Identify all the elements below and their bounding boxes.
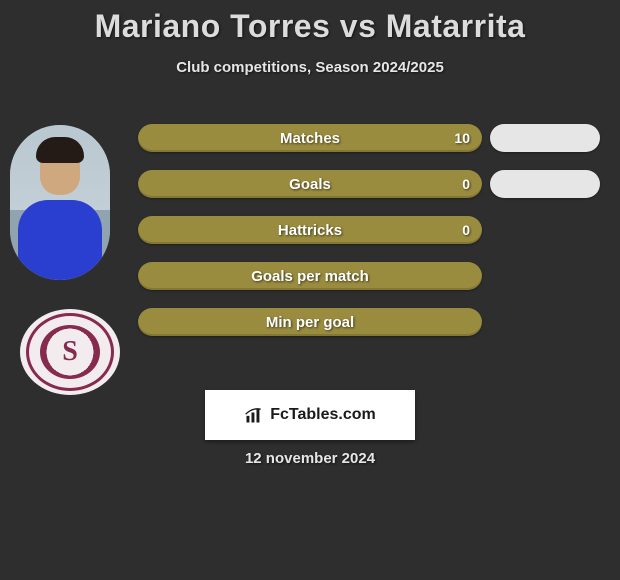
stat-label: Goals per match <box>138 262 482 290</box>
club-badge: S <box>20 309 120 395</box>
stat-label: Min per goal <box>138 308 482 336</box>
stat-bar: Matches 10 <box>138 124 482 152</box>
date-text: 12 november 2024 <box>0 450 620 467</box>
stat-bars-left: Matches 10 Goals 0 Hattricks 0 Goals per… <box>138 124 482 354</box>
player-photo <box>10 125 110 280</box>
stat-pill <box>490 170 600 198</box>
stat-value: 0 <box>462 216 470 244</box>
stat-label: Goals <box>138 170 482 198</box>
stat-bar: Hattricks 0 <box>138 216 482 244</box>
attribution-text: FcTables.com <box>270 406 376 424</box>
stat-bars-right <box>490 124 600 216</box>
stat-pill <box>490 124 600 152</box>
stat-bar: Goals per match <box>138 262 482 290</box>
chart-icon <box>244 405 264 425</box>
page-title: Mariano Torres vs Matarrita <box>0 0 620 45</box>
attribution-badge: FcTables.com <box>205 390 415 440</box>
stat-label: Hattricks <box>138 216 482 244</box>
stat-bar: Goals 0 <box>138 170 482 198</box>
stat-bar: Min per goal <box>138 308 482 336</box>
stat-value: 0 <box>462 170 470 198</box>
comparison-card: Mariano Torres vs Matarrita Club competi… <box>0 0 620 580</box>
stat-value: 10 <box>454 124 470 152</box>
club-badge-letter: S <box>62 336 78 368</box>
stat-label: Matches <box>138 124 482 152</box>
page-subtitle: Club competitions, Season 2024/2025 <box>0 59 620 76</box>
